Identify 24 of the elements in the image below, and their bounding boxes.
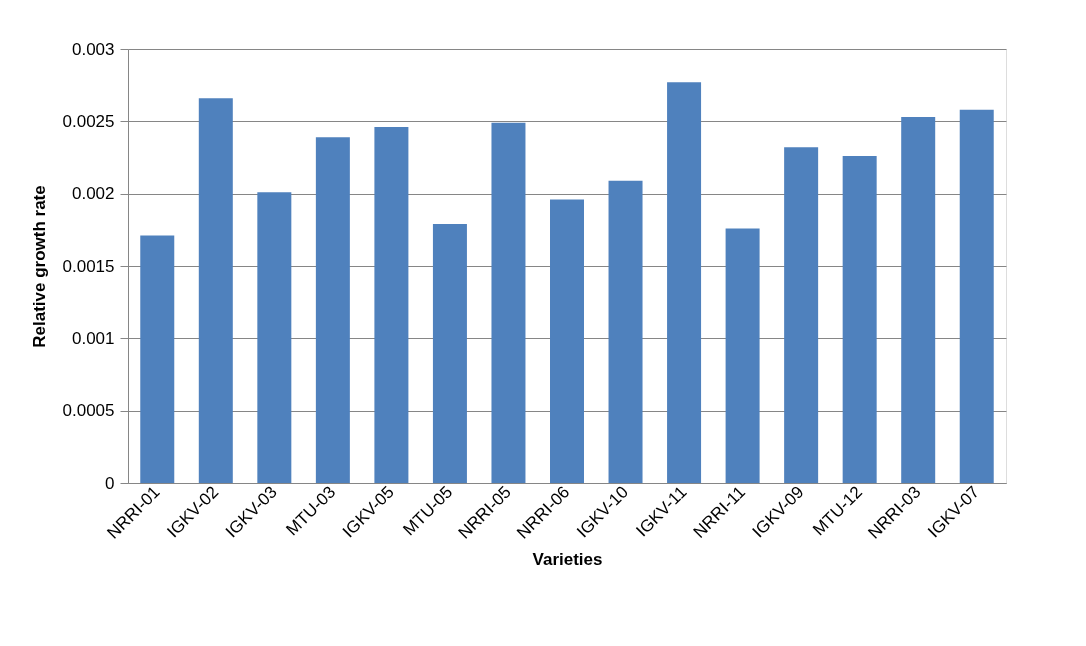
bar xyxy=(491,122,526,483)
y-axis-title: Relative growth rate xyxy=(29,185,49,348)
y-tick-label: 0.0025 xyxy=(62,111,115,131)
bar xyxy=(667,82,702,483)
bar xyxy=(257,192,292,483)
bar xyxy=(725,228,760,483)
bar xyxy=(901,116,936,483)
y-tick-label: 0 xyxy=(105,473,115,493)
bar xyxy=(550,199,584,483)
bar xyxy=(784,147,819,483)
bar xyxy=(315,137,350,483)
y-tick-label: 0.0005 xyxy=(62,401,115,421)
y-tick-label: 0.0015 xyxy=(62,256,115,276)
y-tick-label: 0.002 xyxy=(71,184,115,204)
bar xyxy=(432,224,467,483)
bar xyxy=(198,98,233,483)
bar xyxy=(959,109,994,483)
y-tick-label: 0.003 xyxy=(71,39,115,59)
bar xyxy=(140,235,175,483)
bar xyxy=(608,180,643,483)
bar xyxy=(374,127,409,483)
y-tick-label: 0.001 xyxy=(71,328,115,348)
bar xyxy=(842,156,877,483)
x-axis-title: Varieties xyxy=(532,549,603,569)
